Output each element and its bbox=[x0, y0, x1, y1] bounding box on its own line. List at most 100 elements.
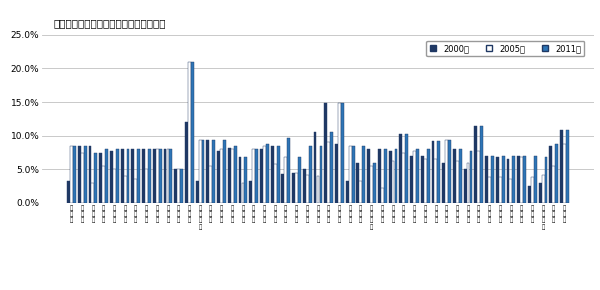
Bar bbox=[217, 151, 220, 203]
Bar bbox=[410, 156, 413, 203]
Bar bbox=[478, 151, 480, 203]
Bar bbox=[177, 169, 180, 203]
Bar bbox=[330, 132, 333, 203]
Bar bbox=[496, 157, 499, 203]
Bar bbox=[539, 183, 542, 203]
Bar bbox=[252, 149, 255, 203]
Bar bbox=[260, 149, 263, 203]
Bar bbox=[274, 164, 277, 203]
Bar bbox=[223, 140, 226, 203]
Bar bbox=[81, 153, 83, 203]
Bar bbox=[67, 181, 70, 203]
Text: 都道府県別の生産額に占める本社比率。: 都道府県別の生産額に占める本社比率。 bbox=[53, 19, 166, 28]
Bar bbox=[244, 157, 247, 203]
Bar bbox=[542, 175, 545, 203]
Bar bbox=[509, 180, 512, 203]
Bar bbox=[102, 166, 105, 203]
Bar bbox=[196, 182, 199, 203]
Bar bbox=[349, 146, 352, 203]
Bar bbox=[523, 156, 526, 203]
Bar bbox=[91, 183, 94, 203]
Bar bbox=[470, 151, 472, 203]
Bar bbox=[320, 146, 322, 203]
Bar bbox=[560, 130, 563, 203]
Bar bbox=[127, 149, 130, 203]
Bar bbox=[392, 161, 394, 203]
Bar bbox=[298, 157, 301, 203]
Bar bbox=[266, 144, 269, 203]
Bar bbox=[199, 140, 202, 203]
Bar bbox=[459, 149, 462, 203]
Bar bbox=[566, 130, 569, 203]
Bar bbox=[145, 169, 148, 203]
Bar bbox=[164, 149, 166, 203]
Bar bbox=[346, 181, 349, 203]
Bar bbox=[167, 149, 169, 203]
Bar bbox=[292, 173, 295, 203]
Bar bbox=[413, 151, 416, 203]
Bar bbox=[317, 176, 319, 203]
Bar bbox=[121, 149, 124, 203]
Bar bbox=[263, 146, 266, 203]
Bar bbox=[116, 149, 119, 203]
Bar bbox=[78, 146, 81, 203]
Bar bbox=[464, 169, 467, 203]
Bar bbox=[287, 138, 290, 203]
Bar bbox=[94, 153, 97, 203]
Bar bbox=[400, 134, 402, 203]
Bar bbox=[169, 149, 172, 203]
Bar bbox=[534, 156, 537, 203]
Bar bbox=[480, 126, 483, 203]
Bar bbox=[110, 151, 113, 203]
Bar bbox=[545, 157, 547, 203]
Bar bbox=[445, 140, 448, 203]
Bar bbox=[325, 104, 327, 203]
Bar bbox=[402, 153, 405, 203]
Bar bbox=[485, 156, 488, 203]
Bar bbox=[467, 163, 469, 203]
Bar bbox=[431, 141, 434, 203]
Bar bbox=[134, 180, 137, 203]
Bar bbox=[142, 149, 145, 203]
Bar bbox=[295, 173, 298, 203]
Bar bbox=[373, 163, 376, 203]
Bar bbox=[249, 181, 252, 203]
Bar bbox=[437, 141, 440, 203]
Bar bbox=[531, 177, 534, 203]
Bar bbox=[381, 188, 384, 203]
Bar bbox=[271, 146, 274, 203]
Bar bbox=[488, 177, 491, 203]
Bar bbox=[306, 175, 309, 203]
Bar bbox=[180, 169, 183, 203]
Bar bbox=[352, 146, 355, 203]
Bar bbox=[512, 156, 515, 203]
Bar bbox=[563, 144, 566, 203]
Bar bbox=[70, 146, 73, 203]
Bar bbox=[105, 149, 108, 203]
Bar bbox=[309, 146, 311, 203]
Bar bbox=[188, 62, 191, 203]
Bar bbox=[148, 149, 151, 203]
Bar bbox=[255, 149, 258, 203]
Bar bbox=[99, 153, 102, 203]
Bar bbox=[239, 157, 241, 203]
Bar bbox=[234, 146, 236, 203]
Bar bbox=[185, 122, 188, 203]
Bar bbox=[491, 156, 494, 203]
Bar bbox=[284, 157, 287, 203]
Bar bbox=[421, 156, 424, 203]
Bar bbox=[424, 159, 427, 203]
Bar bbox=[475, 126, 477, 203]
Bar bbox=[341, 104, 344, 203]
Bar bbox=[231, 149, 234, 203]
Bar bbox=[453, 149, 456, 203]
Bar bbox=[174, 169, 177, 203]
Bar bbox=[506, 159, 509, 203]
Bar bbox=[520, 157, 523, 203]
Bar bbox=[335, 144, 338, 203]
Bar bbox=[281, 174, 284, 203]
Bar bbox=[314, 132, 316, 203]
Bar bbox=[378, 149, 381, 203]
Legend: 2000年, 2005年, 2011年: 2000年, 2005年, 2011年 bbox=[427, 41, 584, 56]
Bar bbox=[212, 140, 215, 203]
